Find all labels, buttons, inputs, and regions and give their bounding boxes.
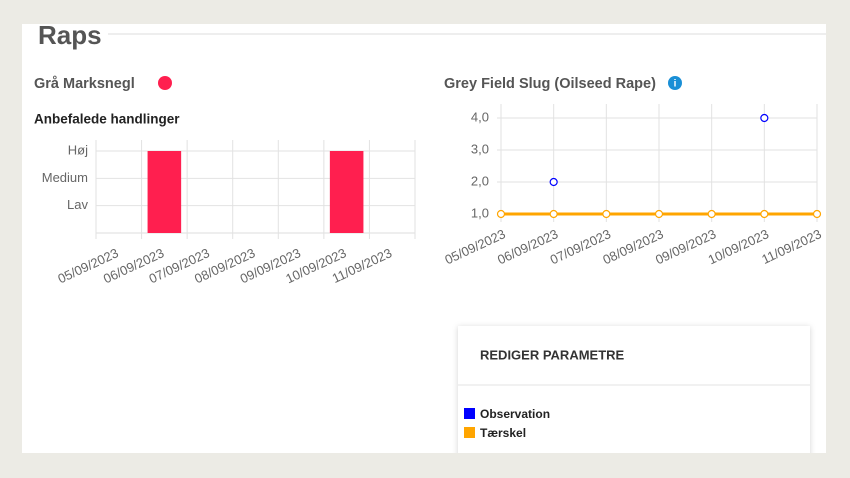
y-tick-label: Høj [68, 142, 88, 157]
legend-swatch [464, 408, 475, 419]
section-title: Raps [38, 20, 102, 50]
legend-swatch [464, 427, 475, 438]
backdrop [0, 453, 850, 478]
info-icon-glyph: i [674, 79, 677, 90]
y-tick-label: Medium [42, 170, 88, 185]
point [654, 209, 664, 219]
point [812, 209, 822, 219]
chart-title: Grey Field Slug (Oilseed Rape) [444, 76, 656, 92]
legend-label: Observation [480, 407, 550, 421]
y-tick-label: 2,0 [471, 173, 489, 188]
bar [329, 151, 364, 233]
bar [147, 151, 182, 233]
point [707, 209, 716, 219]
point [760, 113, 769, 123]
panel [458, 326, 810, 466]
chart-subtitle: Anbefalede handlinger [34, 112, 180, 127]
info-icon[interactable] [668, 76, 682, 90]
point [549, 209, 558, 219]
status-dot [158, 76, 172, 90]
point [602, 209, 611, 219]
point [496, 209, 506, 219]
legend-label: Tærskel [480, 426, 526, 440]
y-tick-label: 3,0 [471, 141, 489, 156]
y-tick-label: 4,0 [471, 109, 489, 124]
panel-title: REDIGER PARAMETRE [480, 347, 625, 362]
y-tick-label: Lav [67, 197, 88, 212]
point [760, 209, 769, 219]
y-tick-label: 1,0 [471, 205, 489, 220]
point [549, 177, 558, 187]
chart-title: Grå Marksnegl [34, 76, 135, 92]
